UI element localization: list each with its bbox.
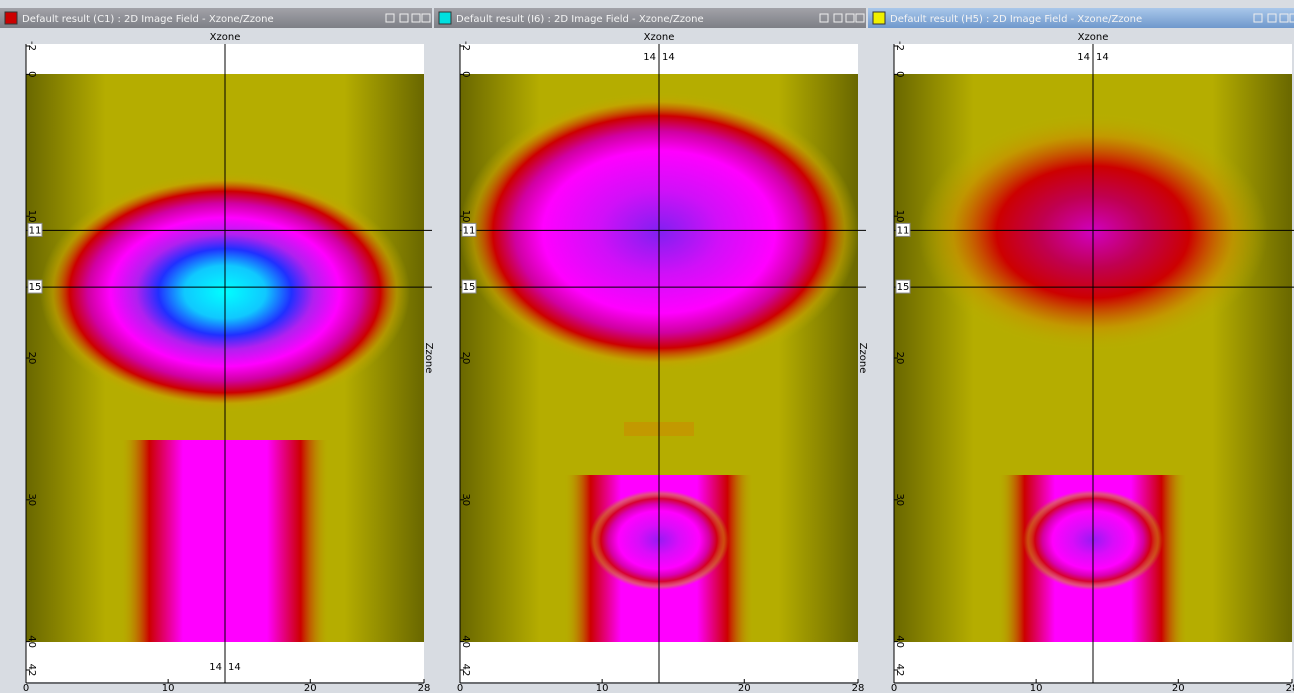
x-tick-label: 28 — [418, 683, 431, 693]
z-tick-label: 10 — [26, 210, 37, 223]
pin-button[interactable] — [1279, 13, 1289, 23]
x-tick-label: 20 — [738, 683, 751, 693]
z-tick-label: 10 — [460, 210, 471, 223]
pin-button[interactable] — [845, 13, 855, 23]
z-tick-label: 30 — [894, 493, 905, 506]
z-tick-label: 42 — [894, 664, 905, 677]
z-tick-label: 42 — [26, 664, 37, 677]
x-tick-label: 20 — [1172, 683, 1185, 693]
panel-swatch — [438, 11, 452, 25]
window-menu[interactable] — [385, 13, 395, 23]
float-button[interactable] — [1267, 13, 1277, 23]
z-tick-label: 42 — [460, 664, 471, 677]
z-axis-label: Zzone — [423, 343, 434, 374]
title-bar[interactable] — [868, 8, 1294, 28]
close-button[interactable] — [855, 13, 865, 23]
x-tick-label: 10 — [1030, 683, 1043, 693]
z-axis-label: Zzone — [857, 343, 868, 374]
cursor-label: 11 — [463, 225, 476, 236]
cursor-label-box — [895, 279, 911, 294]
panel-swatch — [4, 11, 18, 25]
z-tick-label: 0 — [460, 71, 471, 77]
cursor-label: 15 — [463, 282, 476, 293]
z-tick-label: -2 — [460, 41, 471, 51]
x-axis-label: Xzone — [1078, 32, 1109, 43]
cursor-label: 14 — [228, 662, 241, 673]
cursor-label-box — [461, 222, 477, 237]
float-button[interactable] — [399, 13, 409, 23]
float-button[interactable] — [833, 13, 843, 23]
z-tick-label: 30 — [460, 493, 471, 506]
z-tick-label: 20 — [26, 352, 37, 365]
window-menu[interactable] — [1253, 13, 1263, 23]
cursor-label: 14 — [643, 52, 656, 63]
z-tick-label: -2 — [894, 41, 905, 51]
z-tick-label: 0 — [894, 71, 905, 77]
cursor-label: 15 — [897, 282, 910, 293]
cursor-label: 15 — [29, 282, 42, 293]
x-tick-label: 28 — [1286, 683, 1294, 693]
cursor-label-box — [895, 222, 911, 237]
panel-title: Default result (I6) : 2D Image Field - X… — [456, 14, 704, 25]
z-tick-label: 0 — [26, 71, 37, 77]
x-tick-label: 0 — [891, 683, 897, 693]
z-tick-label: -2 — [26, 41, 37, 51]
close-button[interactable] — [1289, 13, 1294, 23]
cursor-label: 14 — [209, 662, 222, 673]
panel-swatch — [872, 11, 886, 25]
x-tick-label: 28 — [852, 683, 865, 693]
panel: Default result (I6) : 2D Image Field - X… — [434, 8, 868, 693]
pin-button[interactable] — [411, 13, 421, 23]
z-tick-label: 20 — [894, 352, 905, 365]
panel-title: Default result (C1) : 2D Image Field - X… — [22, 14, 274, 25]
z-tick-label: 40 — [460, 635, 471, 648]
cursor-label-box — [27, 222, 43, 237]
z-tick-label: 10 — [894, 210, 905, 223]
z-tick-label: 40 — [894, 635, 905, 648]
cursor-label: 14 — [662, 52, 675, 63]
x-tick-label: 10 — [596, 683, 609, 693]
z-tick-label: 30 — [26, 493, 37, 506]
x-tick-label: 20 — [304, 683, 317, 693]
cursor-label: 14 — [1077, 52, 1090, 63]
panel-title: Default result (H5) : 2D Image Field - X… — [890, 14, 1142, 25]
title-bar[interactable] — [434, 8, 866, 28]
cursor-label: 11 — [897, 225, 910, 236]
cursor-label-box — [27, 279, 43, 294]
x-tick-label: 0 — [23, 683, 29, 693]
title-bar[interactable] — [0, 8, 432, 28]
close-button[interactable] — [421, 13, 431, 23]
z-tick-label: 20 — [460, 352, 471, 365]
cursor-label: 14 — [1096, 52, 1109, 63]
window-menu[interactable] — [819, 13, 829, 23]
z-axis-label: Zzone — [1291, 343, 1294, 374]
x-axis-label: Xzone — [210, 32, 241, 43]
x-tick-label: 10 — [162, 683, 175, 693]
panel: Default result (C1) : 2D Image Field - X… — [0, 8, 434, 693]
x-axis-label: Xzone — [644, 32, 675, 43]
panel: Default result (H5) : 2D Image Field - X… — [868, 8, 1294, 693]
x-tick-label: 0 — [457, 683, 463, 693]
z-tick-label: 40 — [26, 635, 37, 648]
cursor-label-box — [461, 279, 477, 294]
cursor-label: 11 — [29, 225, 42, 236]
